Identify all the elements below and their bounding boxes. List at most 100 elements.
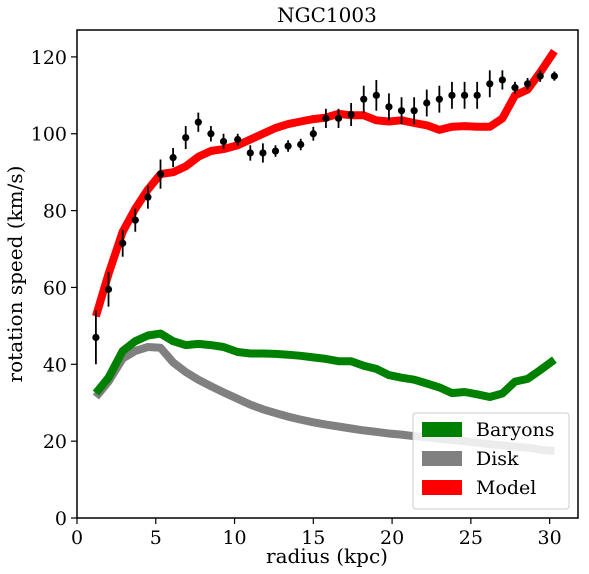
data-point <box>460 81 469 109</box>
data-marker <box>271 147 280 155</box>
y-tick-label: 20 <box>43 431 67 453</box>
data-marker <box>297 140 305 149</box>
axis-ticks: 0 5 10 15 20 25 30 0 20 40 60 80 100 120 <box>31 47 562 549</box>
data-point <box>131 208 139 232</box>
data-point <box>435 85 443 113</box>
data-point <box>372 79 380 111</box>
data-marker <box>219 137 228 146</box>
legend-label-baryons: Baryons <box>476 419 555 441</box>
data-marker <box>334 114 343 122</box>
data-marker <box>550 72 558 80</box>
data-point <box>334 108 343 128</box>
data-marker <box>423 99 431 107</box>
data-point <box>271 145 280 157</box>
data-point <box>473 81 481 109</box>
data-point <box>119 229 127 257</box>
legend-label-disk: Disk <box>476 448 519 470</box>
data-point <box>207 126 215 142</box>
data-point <box>156 159 165 189</box>
data-point <box>322 108 330 128</box>
x-tick-label: 5 <box>150 527 162 549</box>
data-point <box>194 112 202 132</box>
data-point <box>397 97 406 125</box>
legend: Baryons Disk Model <box>412 412 570 510</box>
series-line-baryons <box>92 329 557 401</box>
data-marker <box>119 239 127 247</box>
data-marker <box>498 76 506 84</box>
data-marker <box>347 110 355 119</box>
data-marker <box>131 216 139 224</box>
data-marker <box>169 153 177 162</box>
data-point <box>104 272 113 307</box>
data-marker <box>473 91 481 99</box>
data-marker <box>448 91 456 99</box>
data-point <box>309 126 317 141</box>
data-marker <box>194 118 202 126</box>
data-point <box>486 70 494 98</box>
data-marker <box>144 193 152 201</box>
data-point <box>498 70 506 90</box>
data-marker <box>511 84 519 92</box>
y-tick-label: 0 <box>55 508 67 530</box>
data-marker <box>360 95 368 103</box>
y-axis-label: rotation speed (km/s) <box>3 166 27 383</box>
series-line-model <box>92 48 558 318</box>
data-point <box>144 185 152 209</box>
data-marker <box>435 95 443 103</box>
data-point <box>169 147 177 168</box>
data-point <box>550 71 558 81</box>
data-point <box>511 81 519 94</box>
data-marker <box>397 107 406 115</box>
y-tick-label: 120 <box>31 47 67 69</box>
plot-area <box>92 48 558 456</box>
data-point <box>219 133 228 150</box>
y-tick-label: 80 <box>43 201 67 223</box>
data-marker <box>486 80 494 88</box>
chart-title: NGC1003 <box>277 3 377 27</box>
data-point <box>92 310 100 365</box>
legend-swatch-baryons <box>422 422 462 437</box>
x-tick-label: 10 <box>222 527 246 549</box>
data-marker <box>523 80 532 88</box>
data-point <box>410 97 418 125</box>
data-marker <box>309 130 317 138</box>
y-tick-label: 60 <box>43 277 67 299</box>
data-point <box>523 78 532 90</box>
y-tick-label: 100 <box>31 124 67 146</box>
data-point <box>347 103 355 127</box>
data-marker <box>536 72 544 80</box>
data-point <box>385 93 393 121</box>
data-marker <box>182 133 190 142</box>
data-point <box>448 81 456 109</box>
data-marker <box>385 103 393 111</box>
data-marker <box>234 135 242 144</box>
data-point <box>182 126 190 150</box>
x-tick-label: 30 <box>538 527 562 549</box>
data-marker <box>92 333 100 342</box>
plot-frame <box>76 29 579 519</box>
data-marker <box>372 91 380 99</box>
legend-swatch-disk <box>422 451 462 466</box>
data-marker <box>322 114 330 122</box>
data-point <box>360 85 368 113</box>
data-marker <box>410 107 418 115</box>
data-point <box>259 143 267 163</box>
data-marker <box>284 142 292 150</box>
data-marker <box>207 130 215 138</box>
data-point <box>297 138 305 151</box>
legend-label-model: Model <box>476 477 536 499</box>
x-axis-label: radius (kpc) <box>266 544 388 568</box>
x-tick-label: 15 <box>301 527 325 549</box>
data-point <box>423 89 431 117</box>
data-point <box>284 140 292 152</box>
data-marker <box>460 91 469 99</box>
data-marker <box>156 170 165 178</box>
data-marker <box>246 149 254 157</box>
data-point <box>246 145 254 161</box>
x-tick-label: 0 <box>71 527 83 549</box>
data-marker <box>104 285 113 293</box>
x-tick-label: 25 <box>459 527 483 549</box>
legend-swatch-model <box>422 480 462 495</box>
data-point <box>234 133 242 146</box>
